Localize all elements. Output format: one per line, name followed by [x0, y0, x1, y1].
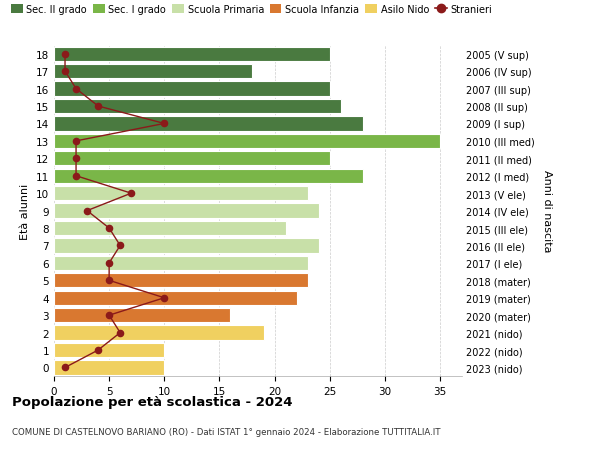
- Point: [71, 155, 81, 162]
- Point: [60, 364, 70, 371]
- Point: [94, 347, 103, 354]
- Bar: [54, 256, 308, 270]
- Bar: [54, 204, 319, 218]
- Y-axis label: Età alunni: Età alunni: [20, 183, 31, 239]
- Point: [82, 207, 92, 215]
- Bar: [54, 82, 329, 96]
- Bar: [54, 326, 263, 340]
- Bar: [54, 117, 363, 131]
- Bar: [54, 47, 329, 62]
- Bar: [54, 169, 363, 184]
- Point: [94, 103, 103, 111]
- Point: [104, 312, 114, 319]
- Text: Popolazione per età scolastica - 2024: Popolazione per età scolastica - 2024: [12, 395, 293, 408]
- Bar: [54, 65, 253, 79]
- Point: [60, 68, 70, 76]
- Bar: [54, 361, 164, 375]
- Point: [160, 294, 169, 302]
- Point: [160, 121, 169, 128]
- Bar: [54, 100, 341, 114]
- Point: [115, 329, 125, 336]
- Point: [104, 277, 114, 285]
- Point: [71, 86, 81, 93]
- Point: [104, 260, 114, 267]
- Bar: [54, 239, 319, 253]
- Point: [127, 190, 136, 197]
- Bar: [54, 343, 164, 358]
- Text: COMUNE DI CASTELNOVO BARIANO (RO) - Dati ISTAT 1° gennaio 2024 - Elaborazione TU: COMUNE DI CASTELNOVO BARIANO (RO) - Dati…: [12, 427, 440, 436]
- Bar: [54, 274, 308, 288]
- Bar: [54, 134, 440, 149]
- Bar: [54, 221, 286, 235]
- Point: [60, 51, 70, 58]
- Bar: [54, 291, 296, 305]
- Point: [104, 225, 114, 232]
- Point: [115, 242, 125, 250]
- Point: [71, 138, 81, 145]
- Legend: Sec. II grado, Sec. I grado, Scuola Primaria, Scuola Infanzia, Asilo Nido, Stran: Sec. II grado, Sec. I grado, Scuola Prim…: [11, 5, 492, 15]
- Bar: [54, 152, 329, 166]
- Bar: [54, 308, 230, 323]
- Y-axis label: Anni di nascita: Anni di nascita: [542, 170, 551, 252]
- Point: [71, 173, 81, 180]
- Bar: [54, 187, 308, 201]
